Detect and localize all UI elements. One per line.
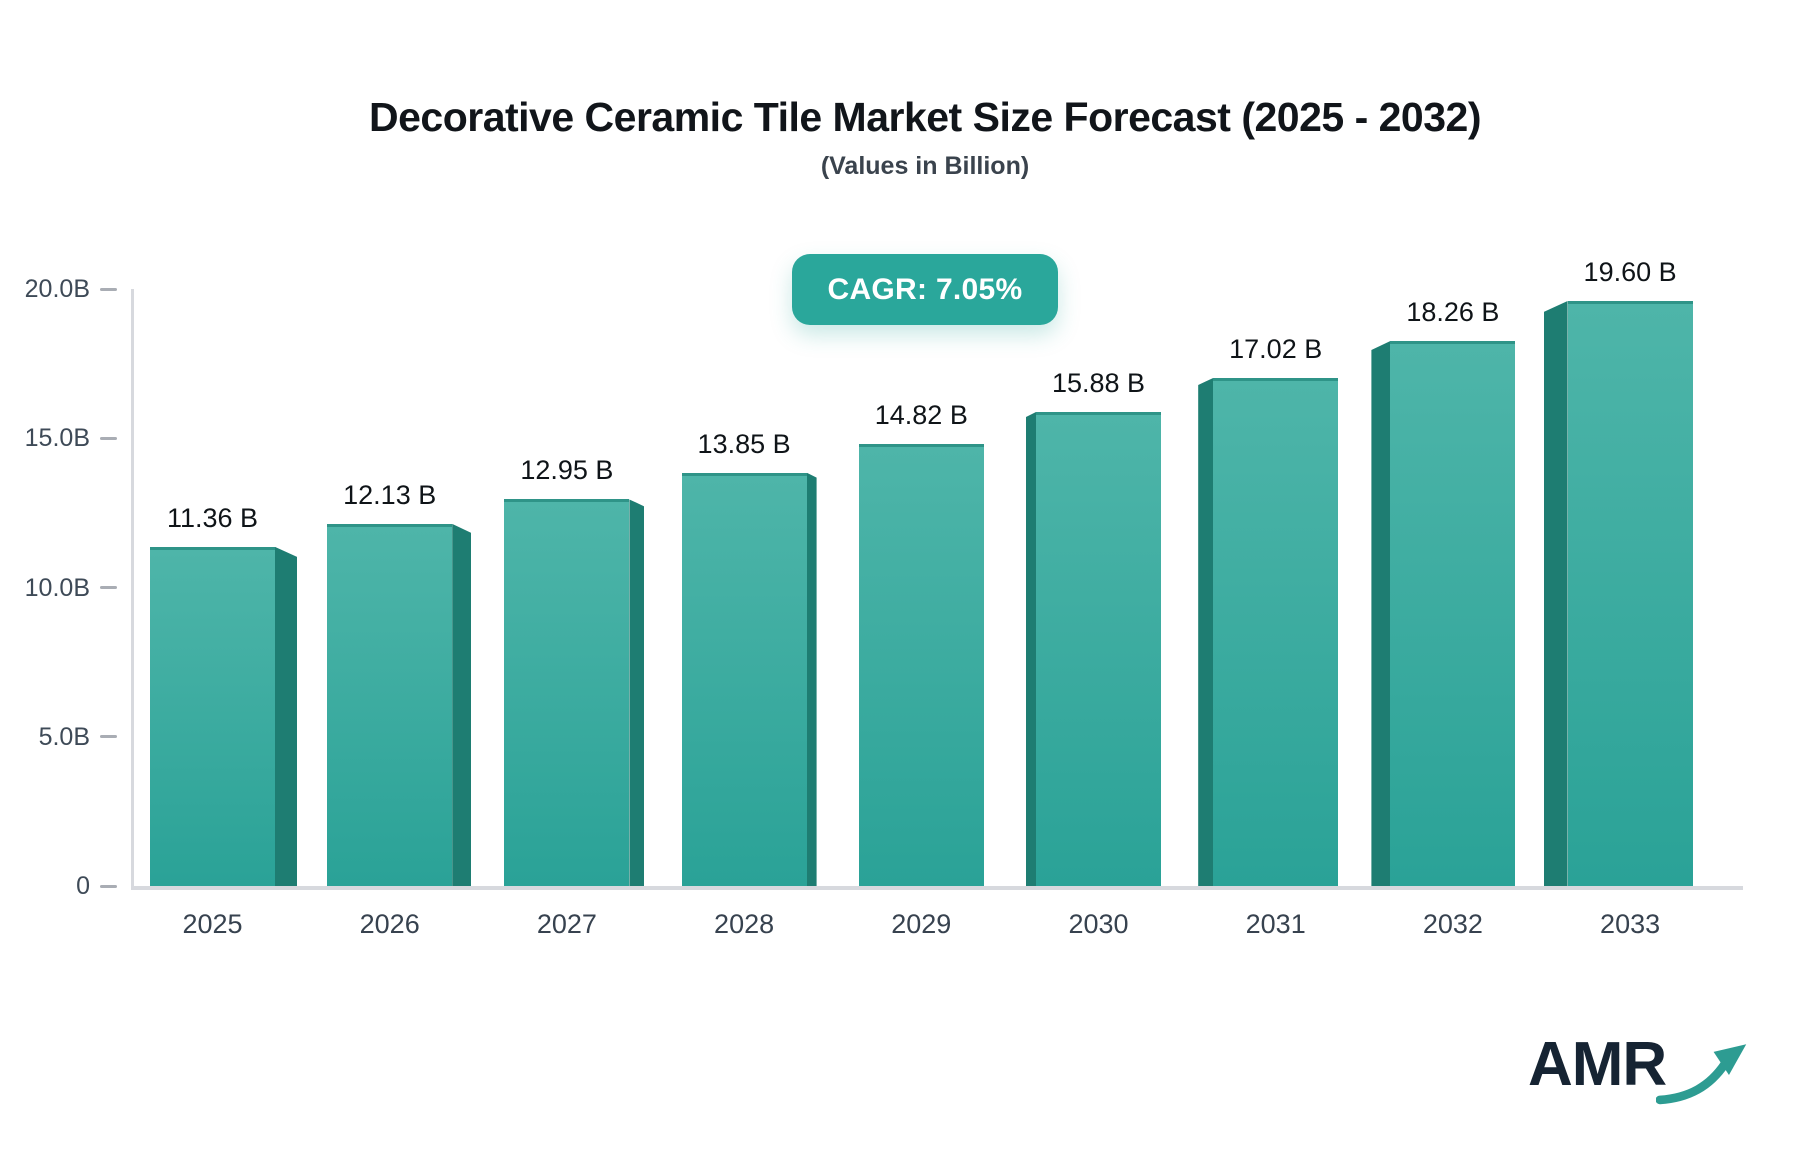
y-tick-mark <box>100 436 117 440</box>
y-tick-label: 10.0B <box>24 573 90 602</box>
y-tick-mark <box>100 735 117 739</box>
bar-side-face <box>1198 377 1214 886</box>
bar-value-label: 12.95 B <box>520 455 614 486</box>
cagr-badge-label: CAGR: 7.05% <box>827 272 1023 306</box>
x-tick-label: 2026 <box>359 909 420 939</box>
bar-2032 <box>1390 340 1516 886</box>
x-axis-line <box>131 886 1743 890</box>
amr-logo-text: AMR <box>1528 1030 1667 1099</box>
chart-title: Decorative Ceramic Tile Market Size Fore… <box>369 94 1482 140</box>
x-tick-label: 2028 <box>714 909 775 939</box>
bar-side-face <box>275 546 297 886</box>
bar-value-label: 19.60 B <box>1583 256 1677 287</box>
bar-2026 <box>327 523 453 886</box>
bar-side-face <box>806 472 817 886</box>
bar-side-face <box>452 523 472 886</box>
bar-2027 <box>504 499 630 886</box>
y-tick-mark <box>100 586 117 589</box>
bar-2028 <box>681 472 807 886</box>
amr-logo: AMR <box>1528 1034 1752 1106</box>
bar-2025 <box>150 546 275 886</box>
bar-value-label: 12.13 B <box>343 479 437 510</box>
x-tick-label: 2032 <box>1422 909 1483 939</box>
bar-side-face <box>629 499 645 886</box>
bar-2030 <box>1036 411 1161 886</box>
y-tick-label: 5.0B <box>38 722 90 751</box>
y-tick-mark <box>100 884 117 888</box>
y-tick-label: 15.0B <box>24 424 90 453</box>
x-tick-label: 2031 <box>1245 909 1306 939</box>
bar-value-label: 14.82 B <box>874 399 968 430</box>
y-tick-label: 20.0B <box>24 275 90 303</box>
x-tick-label: 2029 <box>891 909 952 939</box>
bar-value-label: 15.88 B <box>1051 367 1146 398</box>
bar-value-label: 17.02 B <box>1229 333 1323 364</box>
bar-side-face <box>1026 411 1036 886</box>
x-tick-label: 2030 <box>1068 909 1129 939</box>
x-tick-label: 2033 <box>1600 909 1661 939</box>
bar-2029 <box>858 443 984 886</box>
y-tick-label: 0 <box>76 872 90 900</box>
bar-2031 <box>1213 377 1339 886</box>
y-axis-line <box>131 289 134 890</box>
cagr-badge: CAGR: 7.05% <box>792 254 1058 325</box>
bar-value-label: 18.26 B <box>1406 296 1500 327</box>
x-tick-label: 2027 <box>536 909 597 939</box>
bar-value-label: 13.85 B <box>697 428 791 459</box>
bar-side-face <box>1371 340 1391 886</box>
bar-value-label: 11.36 B <box>166 502 259 533</box>
chart-subtitle: (Values in Billion) <box>820 152 1030 180</box>
x-tick-label: 2025 <box>182 909 243 939</box>
bar-side-face <box>1543 300 1568 886</box>
bar-2033 <box>1567 300 1693 886</box>
y-tick-mark <box>100 287 117 291</box>
growth-arrow-icon <box>1656 1044 1747 1105</box>
